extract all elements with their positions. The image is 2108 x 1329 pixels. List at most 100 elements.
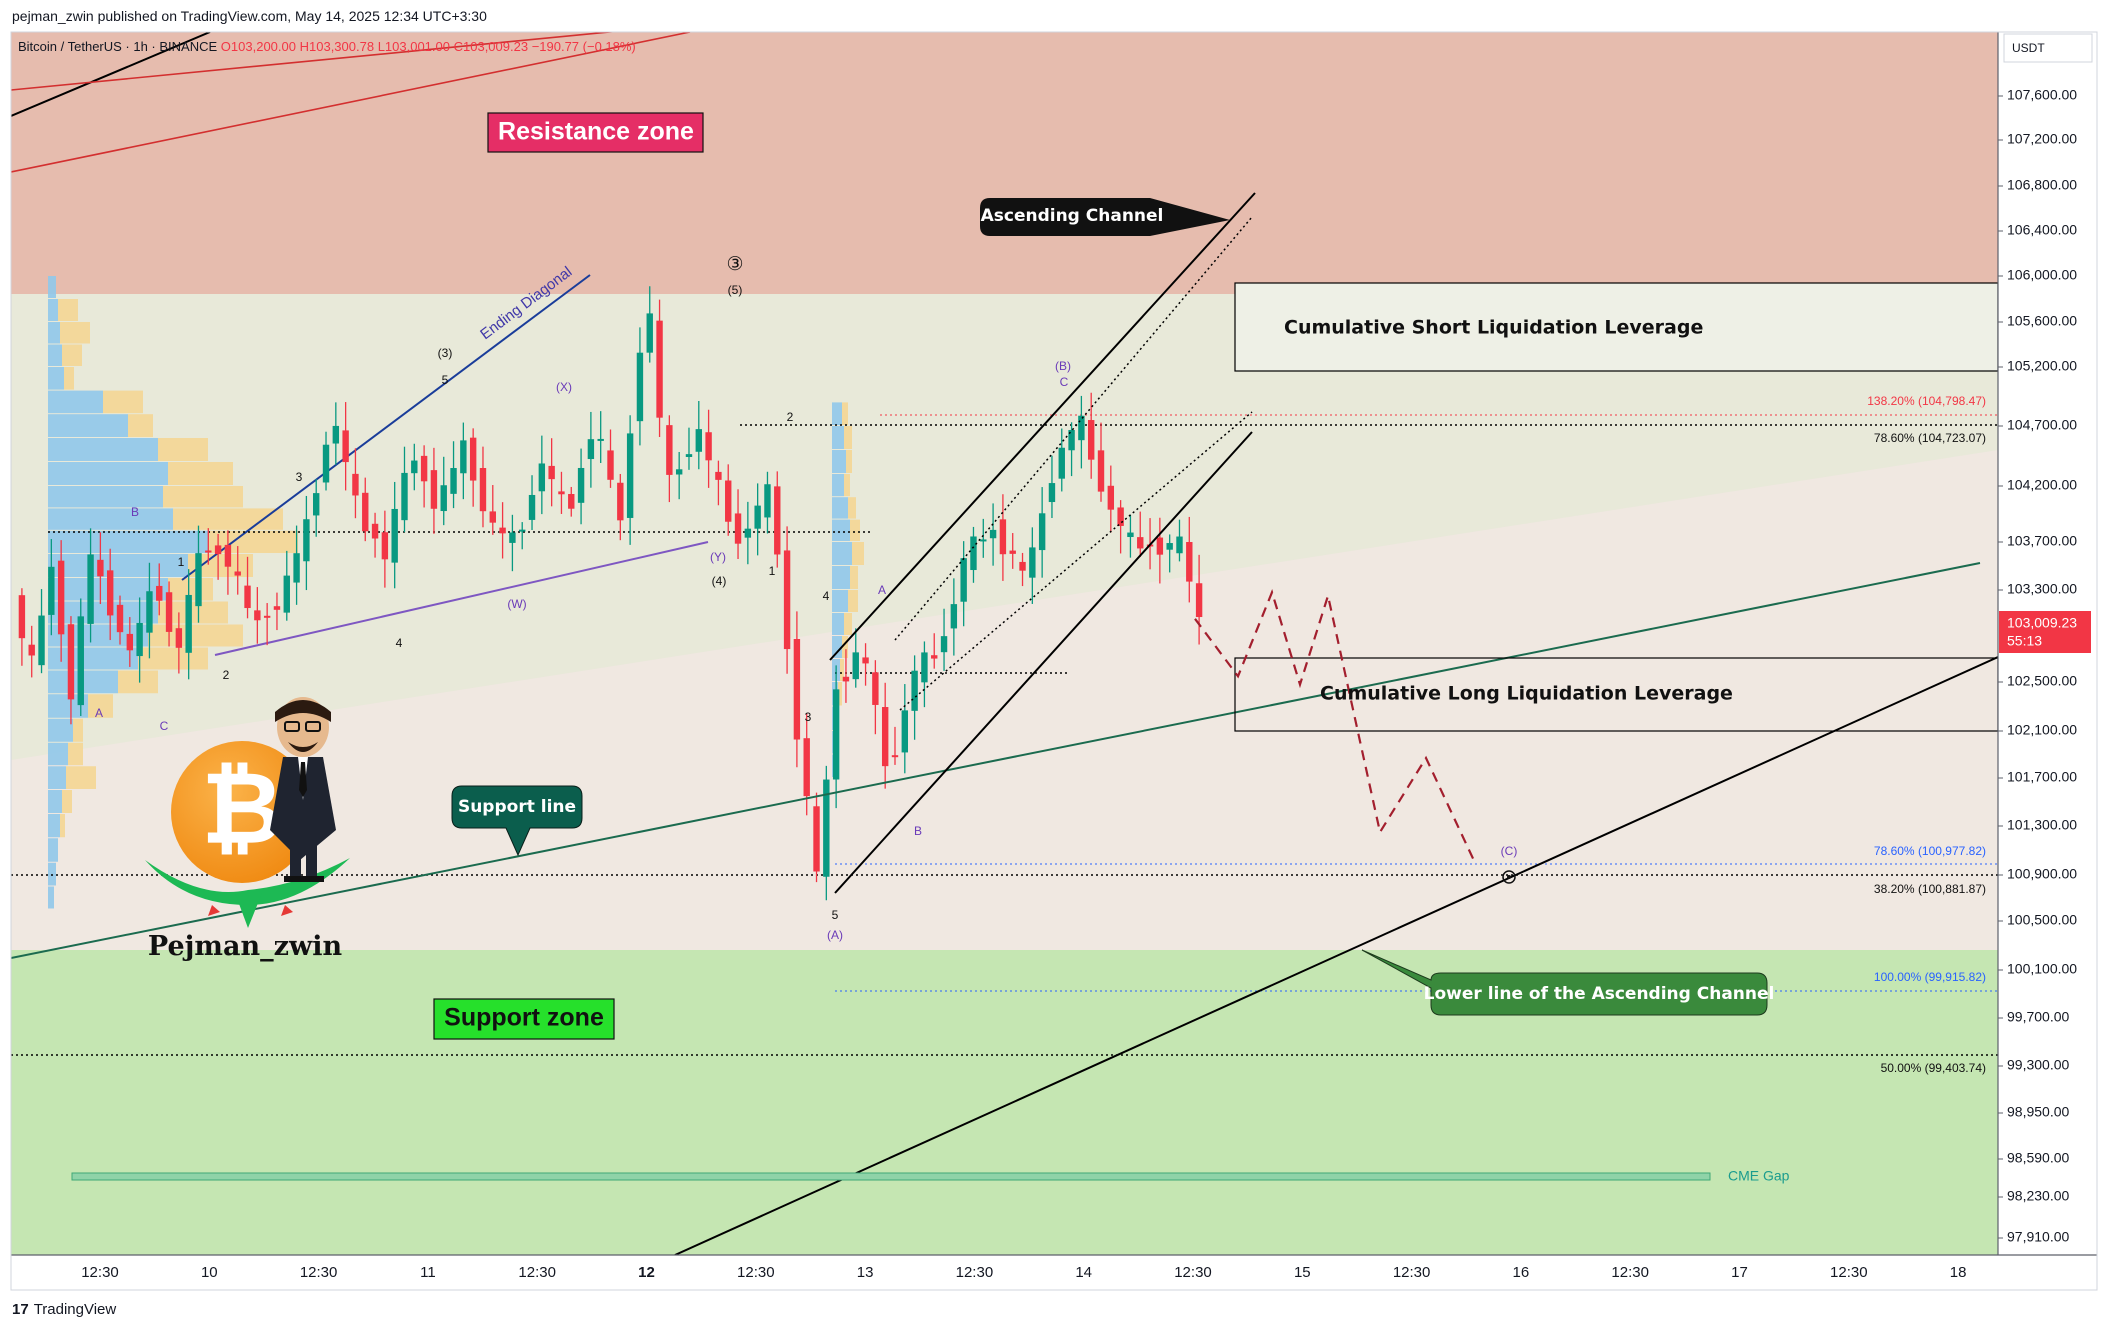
volume-profile-bar-sell: [66, 766, 96, 789]
candle-up: [1068, 429, 1075, 451]
cme-gap-label: CME Gap: [1728, 1168, 1790, 1184]
volume-profile-bar-buy: [48, 438, 158, 461]
lower-line-channel-callout: Lower line of the Ascending Channel: [1361, 949, 1775, 1016]
candle-up: [901, 710, 909, 753]
candle-down: [489, 511, 496, 523]
symbol-info-bar[interactable]: Bitcoin / TetherUS · 1h · BINANCE O103,2…: [18, 39, 636, 54]
candle-down: [1009, 550, 1016, 554]
last-price-tag: [1999, 611, 2091, 653]
time-tick-label: 12:30: [1830, 1264, 1868, 1281]
short-liquidation-box: [1234, 282, 1998, 372]
candle-down: [352, 473, 359, 496]
candle-up: [48, 566, 55, 615]
tradingview-logo-icon: 17: [12, 1301, 29, 1318]
time-tick-label: 12:30: [956, 1264, 994, 1281]
candle-down: [430, 470, 438, 509]
volume-profile-bar-buy: [48, 299, 58, 321]
last-price-countdown: 55:13: [2007, 633, 2042, 649]
time-tick-label: 13: [857, 1264, 874, 1281]
candle-down: [715, 471, 722, 480]
logo-swoosh-icon: [145, 858, 350, 905]
candle-up: [332, 425, 340, 444]
volume-profile-bar-sell: [173, 508, 283, 530]
price-tick-label: 106,000.00: [2007, 267, 2077, 283]
wave-label-3: 3: [296, 470, 303, 484]
time-tick-label: 12: [638, 1264, 655, 1281]
volume-profile-bar-buy: [832, 566, 850, 589]
wave-label-5b: 5: [832, 908, 839, 922]
volume-profile-bar-buy: [48, 601, 158, 624]
candle-up: [980, 539, 987, 542]
time-tick-label: 10: [201, 1264, 218, 1281]
price-tick-label: 106,400.00: [2007, 222, 2077, 238]
volume-profile-bar-buy: [832, 450, 846, 473]
candle-down: [1097, 450, 1105, 492]
time-tick-label: 12:30: [737, 1264, 775, 1281]
fib-labels: 138.20% (104,798.47) 78.60% (104,723.07)…: [1867, 394, 1986, 1075]
candle-down: [793, 638, 801, 740]
candle-up: [832, 689, 840, 780]
ascending-channel-mid-lower-dotted: [899, 411, 1253, 711]
resistance-zone-area: [11, 32, 1998, 294]
candle-down: [18, 595, 26, 639]
tradingview-brand: TradingView: [33, 1301, 117, 1318]
price-tick-label: 103,700.00: [2007, 533, 2077, 549]
wave-label-1b: 1: [769, 564, 776, 578]
volume-profile-bar-sell: [73, 718, 83, 742]
candle-up: [322, 444, 330, 483]
price-tick-label: 99,300.00: [2007, 1057, 2069, 1073]
character-avatar-icon: [270, 697, 336, 882]
time-axis-panel[interactable]: [11, 1255, 2097, 1290]
candle-up: [1058, 447, 1065, 479]
time-tick-label: 12:30: [1611, 1264, 1649, 1281]
volume-profile-bar-buy: [48, 508, 173, 530]
price-tick-label: 100,500.00: [2007, 912, 2077, 928]
volume-profile-bar-buy: [832, 519, 850, 541]
time-tick-label: 15: [1294, 1264, 1311, 1281]
wave-label-4b: 4: [823, 589, 830, 603]
candle-down: [214, 545, 222, 555]
wave-label-Bb: B: [914, 824, 922, 838]
volume-profile-bar-buy: [832, 542, 852, 565]
volume-profile-bar-sell: [138, 647, 208, 670]
volume-profile-bar-buy: [832, 426, 844, 449]
candle-up: [538, 463, 546, 492]
tradingview-footer[interactable]: 17 TradingView: [12, 1301, 116, 1318]
volume-profile-bar-sell: [168, 578, 213, 601]
candle-up: [921, 652, 928, 683]
candle-up: [185, 594, 192, 653]
volume-profile-bar-sell: [62, 790, 72, 813]
author-name: Pejman_zwin: [148, 931, 343, 962]
candle-down: [420, 455, 428, 482]
short-liquidation-label: Cumulative Short Liquidation Leverage: [1284, 317, 1703, 339]
volume-profile-bar-buy: [832, 402, 842, 425]
lower-line-ascending-channel: [674, 656, 1998, 1255]
wave-label-p3: (3): [438, 346, 453, 360]
ending-diagonal-upper-line: [181, 274, 591, 581]
svg-text:Lower line of the Ascending Ch: Lower line of the Ascending Channel: [1424, 984, 1775, 1004]
currency-badge[interactable]: [2003, 33, 2093, 63]
candle-up: [852, 652, 859, 680]
volume-profile-bar-sell: [158, 601, 228, 624]
volume-profile-bar-buy: [48, 390, 103, 414]
volume-profile-bar-buy: [48, 344, 62, 366]
candle-up: [989, 529, 997, 539]
candle-up: [460, 440, 467, 474]
volume-profile-bar-buy: [48, 530, 208, 553]
volume-profile-bar-sell: [188, 554, 253, 577]
price-tick-label: 99,700.00: [2007, 1009, 2069, 1025]
price-tick-label: 107,600.00: [2007, 87, 2077, 103]
candle-up: [960, 558, 967, 602]
fib-label-786-upper: 78.60% (104,723.07): [1874, 431, 1986, 445]
price-tick-label: 101,300.00: [2007, 817, 2077, 833]
fib-label-382: 38.20% (100,881.87): [1874, 882, 1986, 896]
candle-down: [1107, 485, 1115, 510]
time-tick-label: 17: [1731, 1264, 1748, 1281]
candle-up: [283, 575, 290, 613]
volume-profile-bar-buy: [48, 766, 66, 789]
candle-up: [587, 439, 595, 460]
candle-up: [1127, 532, 1134, 538]
candle-up: [401, 472, 408, 521]
candle-up: [646, 313, 653, 353]
